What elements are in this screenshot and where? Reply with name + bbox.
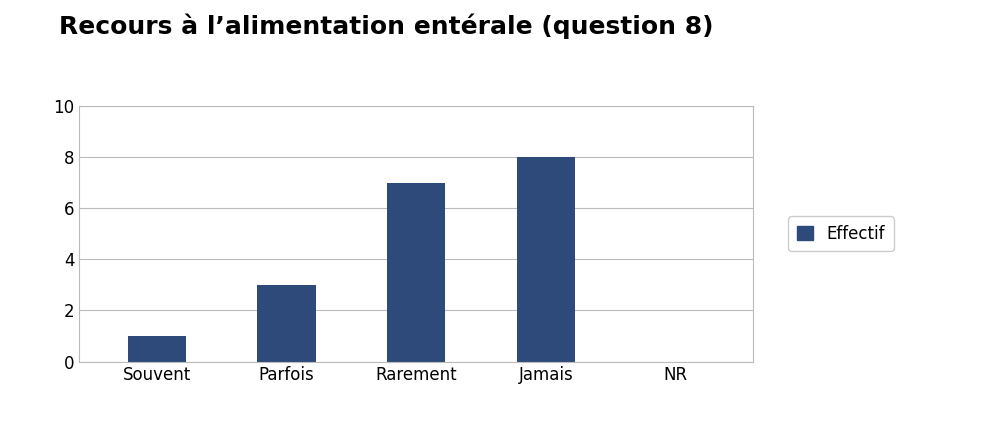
Bar [516,157,575,362]
Bar [128,336,186,362]
Bar [258,285,316,362]
Bar [387,183,445,362]
Legend: Effectif: Effectif [789,217,894,251]
Text: Recours à l’alimentation entérale (question 8): Recours à l’alimentation entérale (quest… [59,13,714,39]
